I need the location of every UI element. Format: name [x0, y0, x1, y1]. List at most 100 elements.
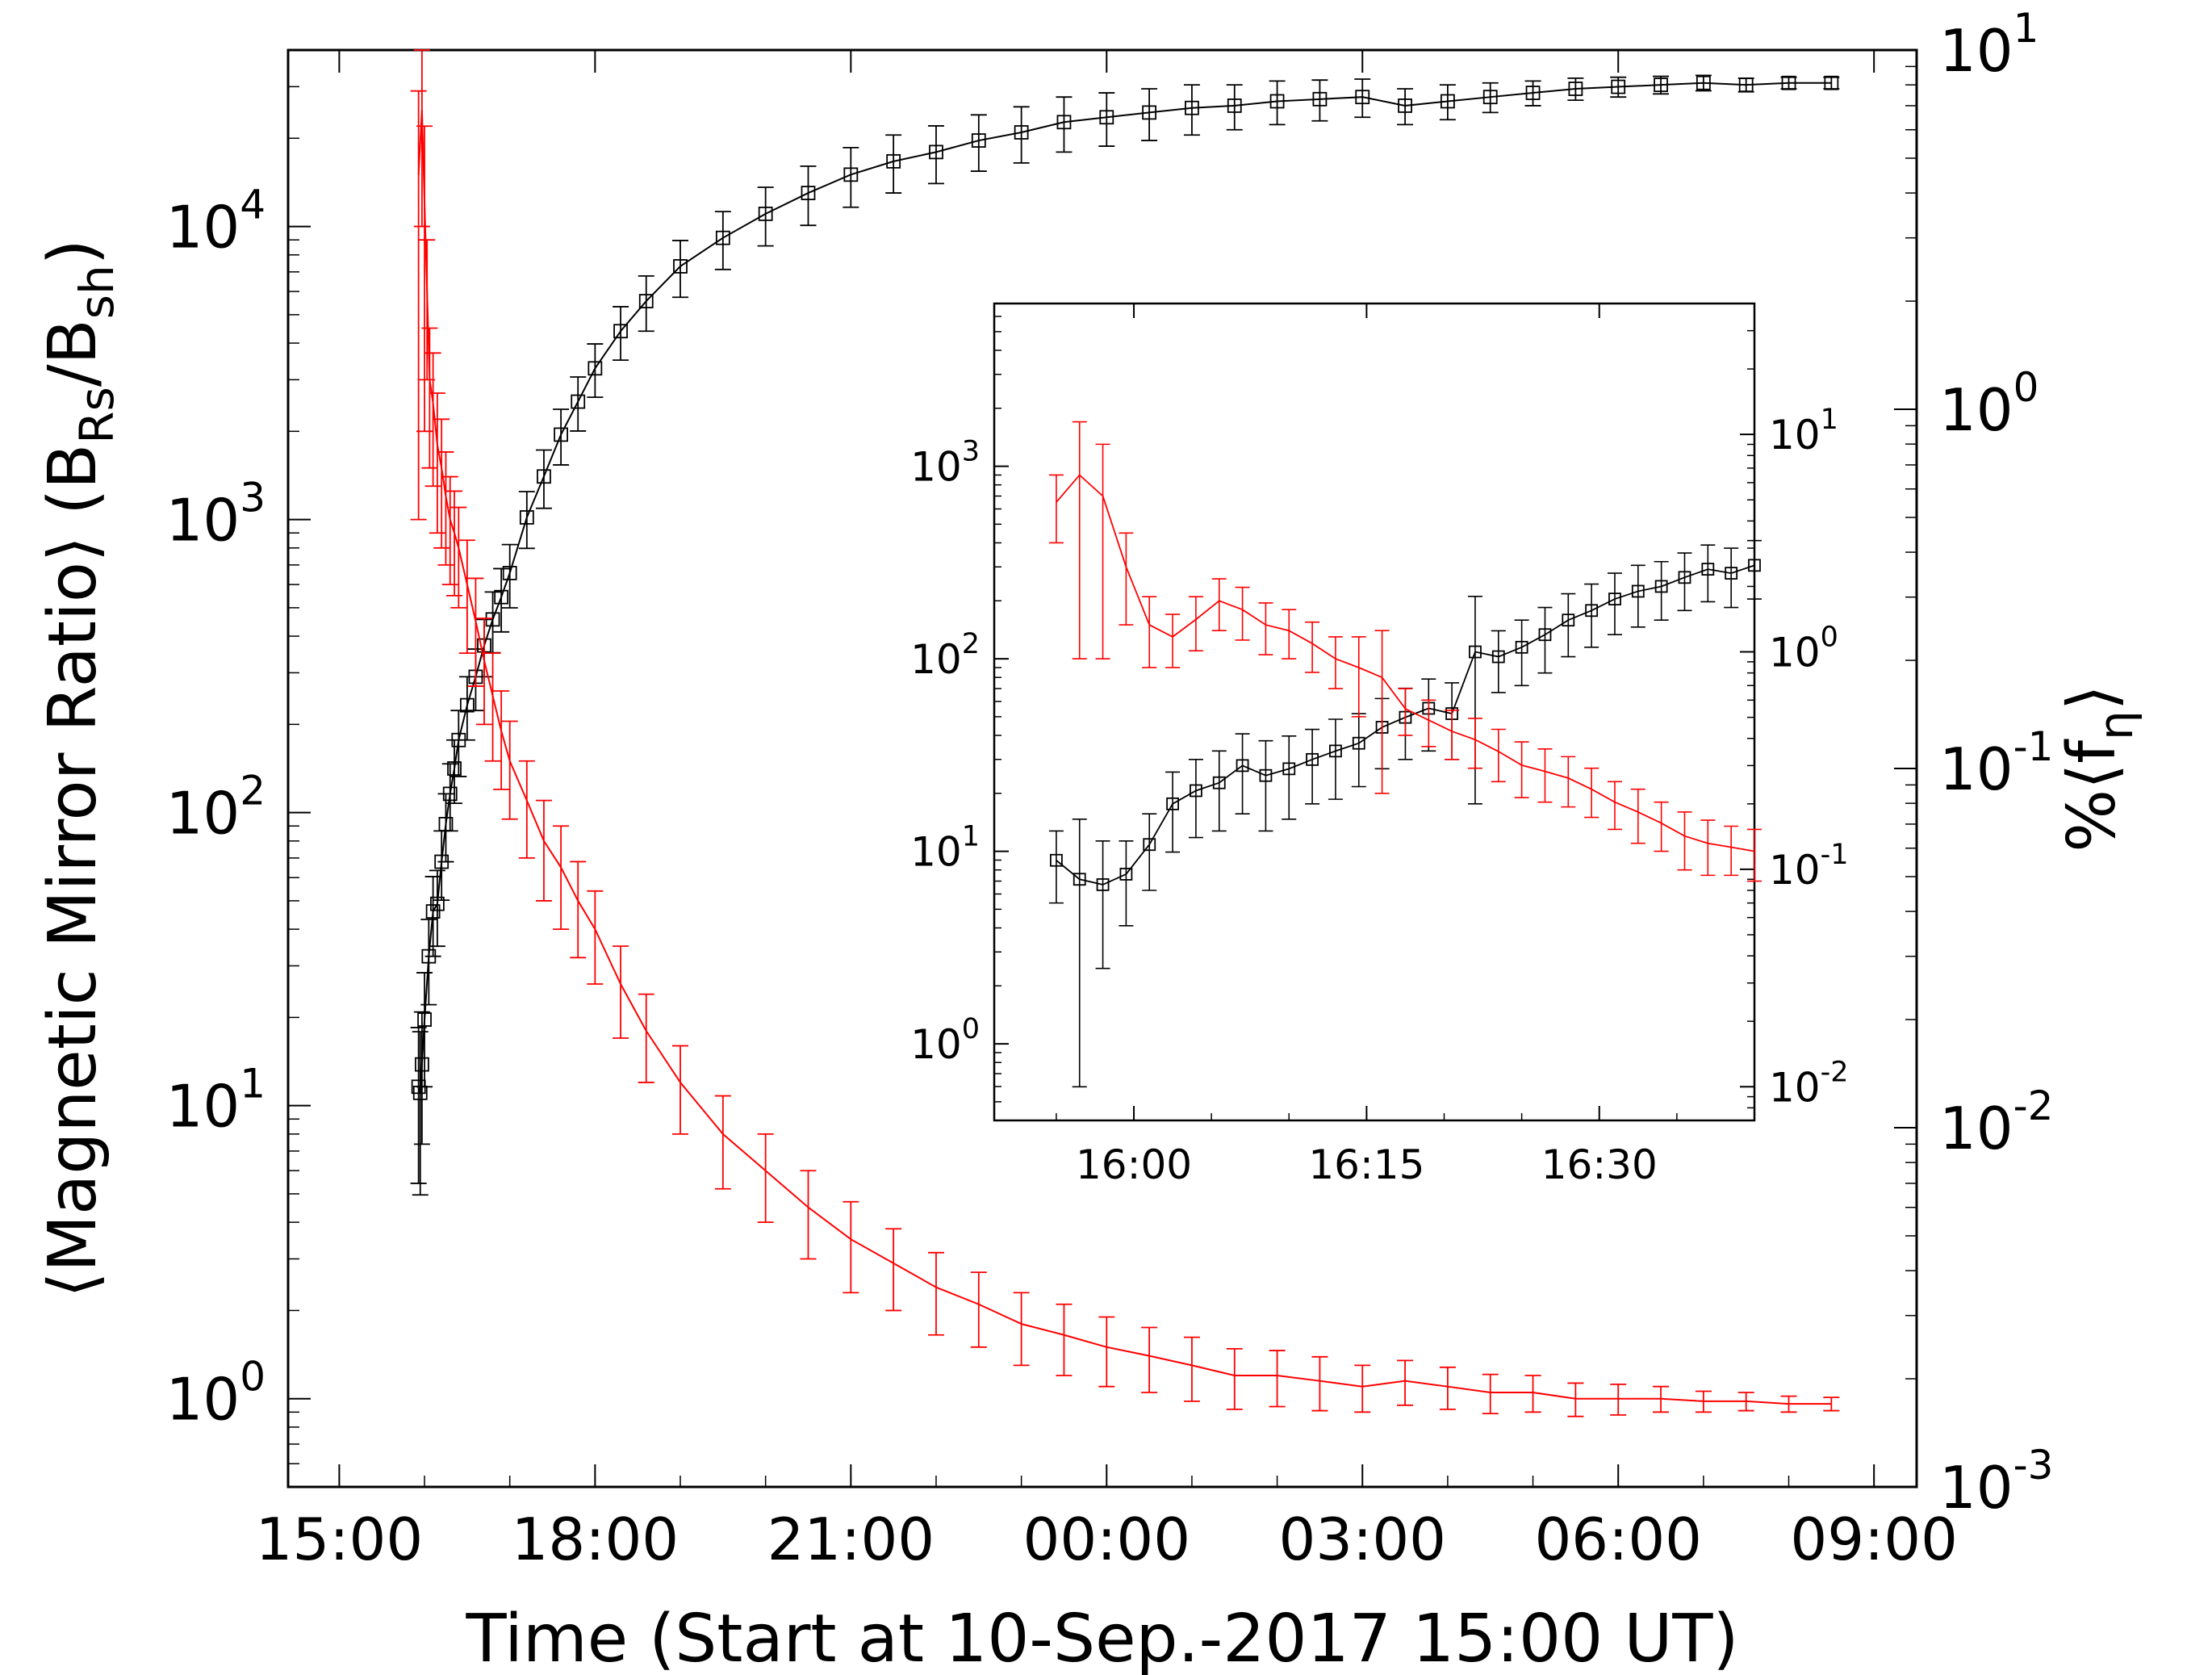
main-series-black-marker	[929, 144, 943, 160]
inset-axis-ticks	[994, 303, 1755, 1121]
inset-series-black-marker	[1631, 584, 1645, 598]
main-series-black-marker	[1398, 98, 1412, 113]
main-x-tick-label: 09:00	[1790, 1505, 1958, 1573]
main-series-black-marker	[971, 133, 986, 148]
main-right-tick-label: 10-1	[1939, 723, 2053, 803]
inset-tick-labels: 16:00 16:15 16:30 100 101 102 103 10-2 10-1 100 10…	[910, 404, 1848, 1188]
main-x-tick-label: 21:00	[767, 1505, 935, 1573]
inset-series-black-marker	[1119, 868, 1133, 881]
inset-series-black-marker	[1166, 797, 1179, 810]
x-axis-title: Time (Start at 10-Sep.-2017 15:00 UT)	[466, 1601, 1739, 1675]
main-axis-ticks	[288, 49, 1917, 1488]
main-series-black-marker	[1014, 125, 1029, 140]
inset-series-black-marker	[1701, 563, 1715, 576]
main-series-black-marker	[414, 1057, 429, 1072]
inset-x-tick-label: 16:00	[1076, 1141, 1192, 1188]
main-left-tick-label: 101	[166, 1061, 266, 1141]
main-plot: 15:00 18:00 21:00 00:00 03:00 06:00 09:00 100 10…	[166, 5, 2054, 1573]
main-tick-labels: 15:00 18:00 21:00 00:00 03:00 06:00 09:00 100 10…	[166, 5, 2054, 1573]
main-series-black-marker	[1568, 82, 1583, 96]
main-series-black-marker	[571, 394, 586, 409]
inset-series-black-marker	[1259, 768, 1273, 782]
main-x-tick-label: 03:00	[1278, 1505, 1446, 1573]
main-series-black-marker	[638, 294, 654, 308]
y-axis-title: ⟨Magnetic Mirror Ratio⟩ (BRs/Bsh)	[35, 239, 124, 1297]
main-series-black-marker	[1185, 100, 1199, 115]
main-series-black-marker	[1056, 115, 1072, 130]
inset-left-tick-label: 101	[910, 821, 980, 876]
inset-series-black-marker	[1329, 744, 1342, 758]
main-series-black-marker	[613, 324, 628, 339]
inset-left-tick-label: 102	[910, 628, 980, 683]
main-series-black-marker	[1696, 75, 1711, 90]
main-series-black-marker	[1611, 79, 1626, 94]
inset-left-tick-label: 103	[910, 436, 980, 491]
inset-series-black-marker	[1678, 571, 1691, 584]
main-series-black-marker	[1099, 110, 1114, 125]
main-right-tick-label: 10-2	[1939, 1082, 2053, 1162]
inset-right-tick-label: 101	[1769, 404, 1838, 459]
inset-series-black-marker	[1073, 873, 1086, 886]
inset-plot-frame	[993, 302, 1756, 1122]
main-series-black-marker	[459, 697, 475, 713]
main-series-black-marker	[554, 427, 568, 442]
main-series-black-marker	[1355, 90, 1370, 105]
main-left-tick-label: 104	[166, 182, 266, 262]
main-series-black-marker	[417, 1012, 432, 1027]
main-series-black-marker	[494, 589, 509, 605]
main-series-black-marker	[1781, 75, 1796, 90]
main-series-black-marker	[1824, 75, 1839, 90]
main-series-black-marker	[715, 230, 730, 245]
inset-left-tick-label: 100	[910, 1013, 980, 1068]
inset-series-black-marker	[1515, 640, 1528, 654]
inset-right-tick-label: 10-2	[1769, 1056, 1849, 1111]
inset-series-black-marker	[1143, 838, 1156, 852]
main-series-black-marker	[1525, 86, 1541, 100]
main-right-tick-label: 100	[1939, 364, 2038, 444]
main-left-tick-label: 102	[166, 768, 266, 848]
main-series-black-marker	[442, 786, 458, 802]
inset-right-tick-label: 10-1	[1769, 839, 1849, 894]
inset-series-black-marker	[1725, 567, 1738, 580]
main-x-tick-label: 00:00	[1023, 1505, 1191, 1573]
inset-series-black-marker	[1212, 776, 1226, 789]
inset-series-black-marker	[1654, 580, 1668, 593]
inset-series-black-marker	[1049, 853, 1063, 867]
main-series-black-marker	[673, 259, 688, 274]
inset-series-black-marker	[1282, 762, 1296, 776]
main-series-black-marker	[801, 186, 816, 200]
inset-series-black-marker	[1538, 628, 1552, 642]
inset-series-black-marker	[1190, 784, 1202, 798]
main-series-black-marker	[429, 896, 445, 911]
inset-series-black-marker	[1562, 613, 1575, 627]
main-series-black-marker	[502, 565, 517, 580]
inset-series-black-marker	[1469, 645, 1482, 659]
inset-series-black-marker	[1096, 878, 1110, 891]
main-right-tick-label: 101	[1939, 5, 2038, 85]
main-series-black-marker	[1142, 105, 1157, 120]
inset-plot: 16:00 16:15 16:30 100 101 102 103 10-2 10-1 100 10…	[910, 302, 1849, 1188]
main-series-black-marker	[1738, 77, 1754, 93]
inset-series-red	[1048, 421, 1762, 882]
inset-series-black-marker	[1585, 604, 1599, 618]
inset-x-tick-label: 16:30	[1541, 1141, 1658, 1188]
main-x-tick-label: 15:00	[256, 1505, 424, 1573]
inset-series-black-marker	[1608, 593, 1621, 605]
main-series-black-marker	[1654, 77, 1668, 93]
inset-series-black-marker	[1491, 650, 1505, 664]
main-series-black-marker	[886, 153, 901, 169]
main-series-black-marker	[447, 761, 462, 776]
main-series-black-marker	[587, 361, 603, 376]
main-series-black-marker	[1269, 94, 1285, 109]
main-left-tick-label: 103	[166, 475, 266, 555]
inset-series-layer	[1048, 421, 1762, 1088]
main-series-black-marker	[1227, 98, 1242, 113]
main-series-black-marker	[758, 206, 773, 221]
y2-axis-title: %⟨fη⟩	[2054, 685, 2143, 852]
main-series-black-marker	[537, 469, 551, 484]
main-series-black-marker	[1441, 94, 1455, 109]
main-x-tick-label: 18:00	[512, 1505, 679, 1573]
inset-series-black-marker	[1306, 752, 1319, 766]
main-series-black-marker	[1482, 90, 1498, 105]
main-series-red	[410, 49, 1840, 1417]
